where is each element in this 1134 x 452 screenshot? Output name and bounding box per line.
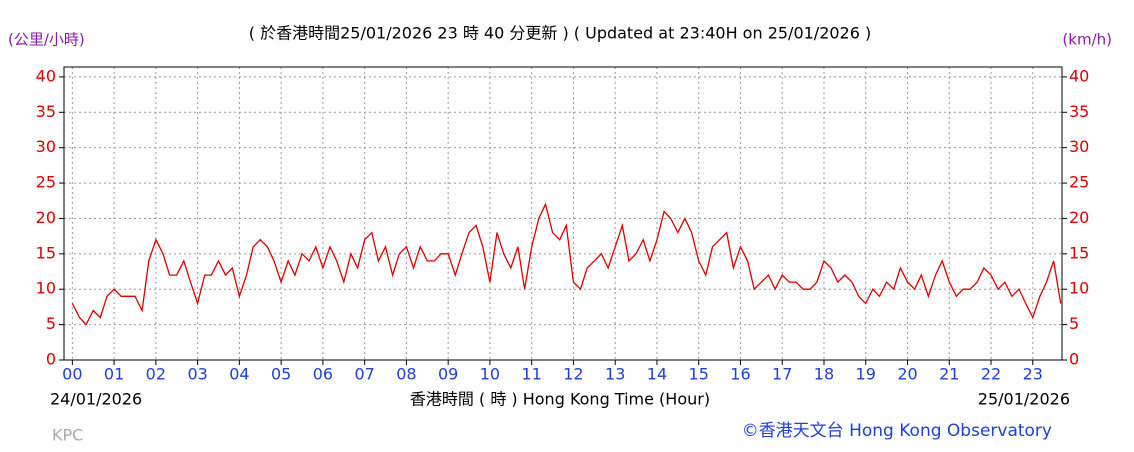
y2-tick-label: 0: [1069, 350, 1079, 369]
y-tick-label: 20: [36, 208, 56, 227]
x-tick-label: 05: [271, 365, 291, 384]
x-tick-label: 23: [1023, 365, 1043, 384]
plot-border: [63, 66, 1063, 361]
x-tick-label: 14: [647, 365, 667, 384]
y-tick-label: 35: [36, 102, 56, 121]
x-tick-label: 03: [187, 365, 207, 384]
y2-tick-label: 35: [1069, 102, 1089, 121]
x-tick-label: 01: [104, 365, 124, 384]
x-tick-label: 11: [522, 365, 542, 384]
y2-tick-label: 20: [1069, 208, 1089, 227]
x-tick-label: 13: [605, 365, 625, 384]
y2-tick-label: 40: [1069, 66, 1089, 85]
y-tick-label: 0: [46, 350, 56, 369]
x-tick-label: 02: [146, 365, 166, 384]
start-date: 24/01/2026: [50, 390, 142, 409]
x-tick-label: 12: [563, 365, 583, 384]
x-tick-label: 06: [313, 365, 333, 384]
x-tick-label: 20: [897, 365, 917, 384]
x-tick-label: 19: [856, 365, 876, 384]
y-tick-label: 10: [36, 279, 56, 298]
y-tick-label: 5: [46, 314, 56, 333]
x-tick-label: 16: [730, 365, 750, 384]
y2-tick-label: 5: [1069, 314, 1079, 333]
y-tick-label: 15: [36, 243, 56, 262]
x-tick-label: 00: [62, 365, 82, 384]
y2-tick-label: 15: [1069, 243, 1089, 262]
y-tick-label: 30: [36, 137, 56, 156]
x-tick-label: 17: [772, 365, 792, 384]
y2-axis-label: (km/h): [1062, 31, 1112, 49]
y-tick-label: 25: [36, 173, 56, 192]
x-tick-label: 09: [438, 365, 458, 384]
x-tick-label: 21: [939, 365, 959, 384]
y2-tick-label: 30: [1069, 137, 1089, 156]
chart-title: ( 於香港時間25/01/2026 23 時 40 分更新 ) ( Update…: [249, 24, 872, 43]
plot-area: [64, 67, 1062, 360]
wind-line: [71, 202, 1062, 326]
station-code: KPC: [52, 426, 83, 445]
y-axis-label: (公里/小時): [8, 31, 85, 49]
x-tick-label: 18: [814, 365, 834, 384]
x-tick-label: 15: [689, 365, 709, 384]
x-tick-label: 08: [396, 365, 416, 384]
x-tick-label: 07: [354, 365, 374, 384]
x-tick-label: 04: [229, 365, 249, 384]
x-tick-label: 10: [480, 365, 500, 384]
y2-tick-label: 10: [1069, 279, 1089, 298]
y2-tick-label: 25: [1069, 173, 1089, 192]
credit: ©香港天文台 Hong Kong Observatory: [742, 421, 1052, 441]
end-date: 25/01/2026: [978, 390, 1070, 409]
x-axis-label: 香港時間 ( 時 ) Hong Kong Time (Hour): [410, 390, 710, 409]
x-tick-label: 22: [981, 365, 1001, 384]
y-tick-label: 40: [36, 66, 56, 85]
